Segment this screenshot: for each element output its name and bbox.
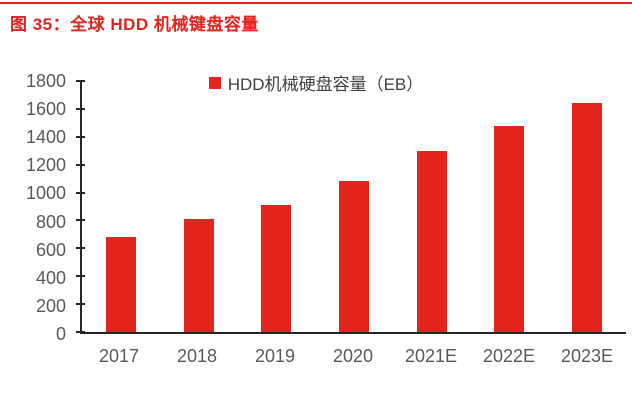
y-tick-label: 1600 <box>25 99 66 120</box>
x-tick-label: 2021E <box>404 346 458 366</box>
bar-2018 <box>183 219 214 332</box>
y-tick-mark <box>76 331 85 333</box>
y-tick-mark <box>76 247 85 250</box>
x-tick-label: 2019 <box>254 346 296 366</box>
y-tick-label: 1000 <box>25 183 66 204</box>
x-tick-label: 2023E <box>560 346 614 366</box>
y-tick-label: 200 <box>35 295 66 316</box>
y-tick-mark <box>76 163 85 166</box>
bar-2021E <box>416 150 447 332</box>
legend-label: HDD机械硬盘容量（EB） <box>227 75 424 94</box>
plot-area <box>76 80 626 334</box>
bar-2020 <box>339 181 369 332</box>
y-tick-label: 600 <box>35 239 66 260</box>
figure-title: 图 35：全球 HDD 机械键盘容量 <box>10 15 259 34</box>
legend-swatch <box>208 76 221 89</box>
y-tick-label: 400 <box>35 267 66 288</box>
bar-2019 <box>261 205 292 332</box>
y-axis: 0 200 400 600 800 1000 1200 1400 1600 1800 <box>0 72 66 343</box>
y-tick-label: 1400 <box>25 127 66 148</box>
legend: HDD机械硬盘容量（EB） <box>0 70 632 95</box>
y-tick-label: 1800 <box>25 71 66 91</box>
bar-2017 <box>105 237 136 332</box>
y-tick-mark <box>76 80 85 82</box>
bar-2023E <box>572 103 603 332</box>
y-tick-mark <box>76 107 85 110</box>
x-tick-label: 2020 <box>332 346 374 366</box>
y-tick-mark <box>76 191 85 194</box>
top-rule <box>0 2 632 4</box>
y-tick-label: 1200 <box>25 155 66 176</box>
x-tick-label: 2017 <box>98 346 140 366</box>
y-tick-label: 0 <box>55 324 66 344</box>
x-tick-label: 2022E <box>482 346 536 366</box>
bar-2022E <box>494 125 525 332</box>
x-tick-label: 2018 <box>176 346 218 366</box>
y-tick-mark <box>76 275 85 278</box>
y-tick-mark <box>76 219 85 222</box>
x-axis: 2017 2018 2019 2020 2021E 2022E 2023E <box>80 346 626 367</box>
y-tick-mark <box>76 303 85 306</box>
y-tick-mark <box>76 135 85 138</box>
y-tick-label: 800 <box>35 211 66 232</box>
